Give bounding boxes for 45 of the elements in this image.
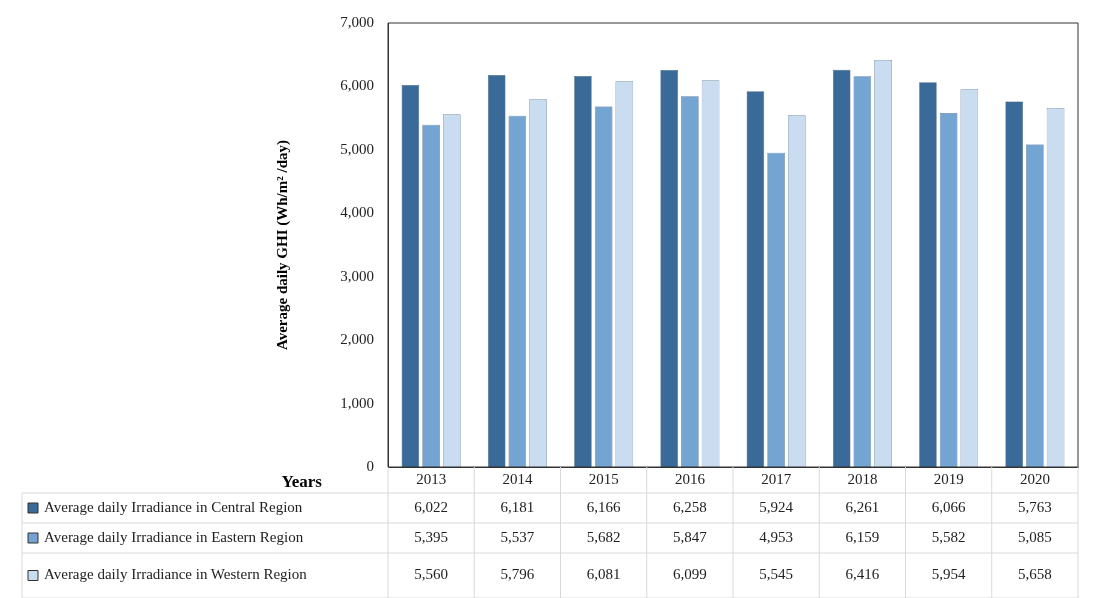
y-tick-label: 4,000: [340, 204, 374, 221]
data-label: 5,085: [1018, 528, 1052, 545]
x-tick-label: 2020: [1019, 470, 1050, 487]
data-label: 5,560: [414, 566, 448, 583]
x-tick-label: 2018: [847, 470, 878, 487]
data-label: 5,582: [931, 528, 966, 545]
data-label: 5,545: [759, 566, 793, 583]
x-tick-label: 2015: [588, 470, 619, 487]
y-axis-title: Average daily GHI (Wh/m² /day): [273, 139, 291, 351]
x-tick-label: 2019: [933, 470, 964, 487]
data-label: 6,159: [845, 528, 880, 545]
y-tick-label: 7,000: [340, 13, 374, 30]
y-tick-label: 2,000: [340, 331, 374, 348]
y-tick-label: 5,000: [340, 140, 374, 157]
x-tick-label: 2013: [416, 470, 447, 487]
y-tick-label: 0: [366, 457, 374, 474]
x-tick-label: 2016: [674, 470, 706, 487]
data-label: 5,763: [1018, 498, 1052, 515]
x-tick-label: 2014: [502, 470, 533, 487]
data-label: 4,953: [759, 528, 793, 545]
data-label: 6,261: [845, 498, 880, 515]
data-label: 6,081: [586, 566, 621, 583]
data-label: 5,537: [500, 528, 535, 545]
data-label: 5,658: [1018, 566, 1052, 583]
x-tick-label: 2017: [761, 470, 792, 487]
data-label: 6,416: [845, 566, 880, 583]
data-label: 6,166: [586, 498, 621, 515]
data-label: 6,099: [673, 566, 707, 583]
data-label: 6,066: [931, 498, 966, 515]
data-label: 5,395: [414, 528, 448, 545]
x-axis-title: Years: [281, 472, 323, 492]
data-label: 5,924: [759, 498, 794, 515]
data-label: 6,258: [673, 498, 707, 515]
legend-label: Average daily Irradiance in Eastern Region: [44, 528, 304, 545]
data-label: 5,954: [931, 566, 966, 583]
data-label: 5,847: [673, 528, 708, 545]
legend-label: Average daily Irradiance in Western Region: [44, 566, 308, 583]
data-label: 5,796: [500, 566, 535, 583]
y-tick-label: 6,000: [340, 77, 374, 94]
data-label: 5,682: [586, 528, 621, 545]
data-label: 6,181: [500, 498, 535, 515]
legend-label: Average daily Irradiance in Central Region: [44, 498, 303, 515]
y-tick-label: 3,000: [340, 267, 374, 284]
data-label: 6,022: [414, 498, 448, 515]
y-tick-label: 1,000: [340, 394, 374, 411]
